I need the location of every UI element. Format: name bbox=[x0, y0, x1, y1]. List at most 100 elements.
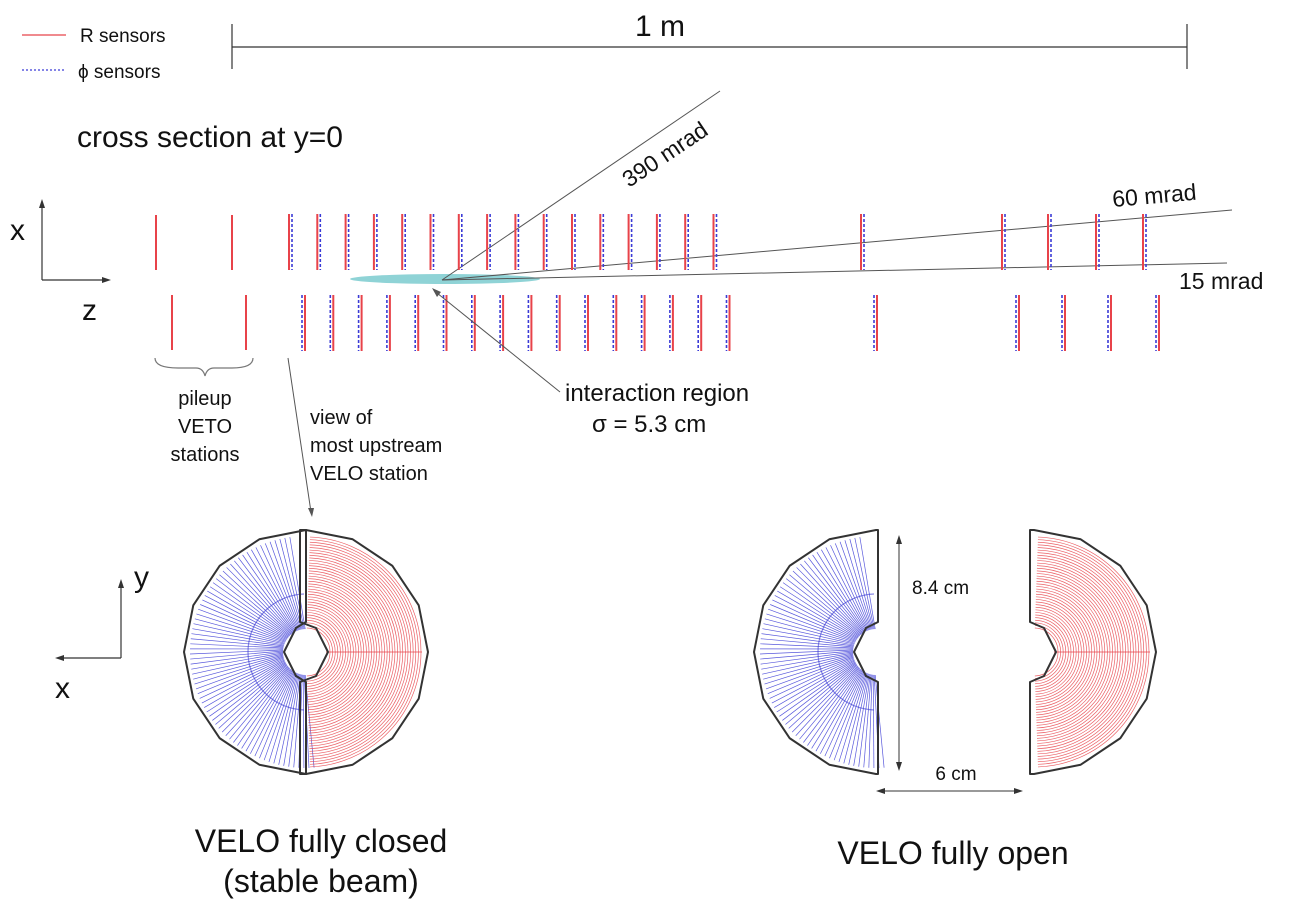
velo-station bbox=[499, 295, 505, 351]
phi-strip bbox=[233, 668, 291, 743]
phi-strip bbox=[225, 666, 289, 736]
velo-station bbox=[640, 295, 646, 351]
axis-z-label: z bbox=[82, 294, 97, 327]
pileup-label: pileup VETO stations bbox=[171, 388, 240, 466]
phi-strip bbox=[190, 638, 284, 648]
phi-strip bbox=[191, 652, 284, 670]
phi-strip bbox=[269, 541, 302, 630]
phi-strip bbox=[791, 665, 859, 733]
phi-strip bbox=[288, 674, 301, 767]
interaction-pointer-line bbox=[436, 292, 561, 393]
phi-strip bbox=[197, 657, 284, 695]
phi-inner-boundary bbox=[817, 593, 874, 711]
open-r-half bbox=[1029, 529, 1157, 775]
module-outline bbox=[753, 529, 879, 775]
phi-strip bbox=[195, 656, 284, 690]
phi-strip bbox=[782, 582, 860, 637]
phi-strip bbox=[774, 660, 855, 708]
velo-station bbox=[612, 295, 618, 351]
phi-strip bbox=[848, 673, 869, 765]
velo-station bbox=[555, 295, 561, 351]
phi-strip bbox=[830, 545, 870, 631]
velo-station bbox=[669, 295, 674, 351]
velo-station bbox=[697, 295, 703, 351]
phi-strip bbox=[246, 551, 297, 632]
velo-station bbox=[386, 295, 391, 351]
gap-label: 6 cm bbox=[935, 764, 976, 785]
phi-strip bbox=[858, 674, 871, 767]
phi-strip bbox=[770, 604, 857, 641]
phi-strip bbox=[760, 643, 854, 649]
phi-strip bbox=[283, 673, 300, 766]
phi-strip bbox=[785, 664, 857, 725]
velo-station bbox=[344, 214, 350, 270]
phi-strip bbox=[825, 547, 869, 631]
phi-strip bbox=[764, 655, 854, 685]
phi-strip bbox=[824, 671, 865, 757]
open-phi-half bbox=[753, 529, 885, 775]
phi-strip bbox=[190, 643, 284, 649]
phi-strip bbox=[204, 595, 288, 640]
phi-strip bbox=[774, 595, 858, 640]
phi-strip bbox=[196, 613, 286, 643]
phi-strip bbox=[204, 660, 285, 708]
phi-strip bbox=[764, 618, 855, 644]
upstream-pointer-line bbox=[287, 357, 312, 513]
phi-strip bbox=[777, 590, 858, 639]
caption-open: VELO fully open bbox=[837, 835, 1068, 871]
phi-strip bbox=[761, 652, 854, 670]
phi-strip bbox=[207, 590, 288, 639]
phi-strip bbox=[854, 537, 875, 630]
caption-closed-line2: (stable beam) bbox=[223, 863, 419, 899]
phi-strip bbox=[760, 651, 854, 665]
axes-bottom: y x bbox=[55, 561, 149, 705]
phi-strip bbox=[844, 540, 873, 630]
velo-station bbox=[1061, 295, 1066, 351]
phi-strip bbox=[199, 658, 285, 699]
legend: R sensors ϕ sensors bbox=[22, 26, 166, 83]
phi-strip bbox=[250, 670, 294, 754]
phi-strip bbox=[761, 633, 854, 647]
phi-strip bbox=[274, 540, 303, 630]
phi-strip bbox=[198, 608, 286, 642]
phi-strip bbox=[800, 563, 864, 634]
phi-strip bbox=[820, 670, 864, 754]
phi-strip bbox=[760, 649, 854, 655]
phi-strip bbox=[804, 560, 865, 633]
axis-x-label: x bbox=[10, 214, 25, 247]
module-outline bbox=[299, 529, 429, 775]
phi-strip bbox=[812, 554, 866, 632]
phi-strip bbox=[829, 671, 865, 759]
velo-station bbox=[301, 295, 306, 351]
module-outline bbox=[1029, 529, 1157, 775]
phi-strip bbox=[206, 661, 286, 713]
phi-strip bbox=[853, 673, 870, 766]
phi-strip bbox=[874, 674, 885, 768]
phi-strip bbox=[209, 586, 289, 638]
phi-strip bbox=[849, 538, 874, 630]
phi-strip bbox=[833, 672, 866, 761]
phi-strip bbox=[259, 671, 295, 759]
velo-station bbox=[1047, 214, 1052, 270]
phi-strip bbox=[838, 672, 867, 763]
pileup-line3: stations bbox=[171, 444, 240, 466]
velo-station bbox=[655, 214, 661, 270]
phi-strip bbox=[762, 653, 854, 675]
phi-strip bbox=[821, 549, 868, 631]
velo-station bbox=[873, 295, 878, 351]
phi-strip bbox=[190, 650, 284, 660]
phi-strip bbox=[765, 656, 854, 690]
phi-strip bbox=[192, 628, 285, 646]
phi-strip bbox=[763, 654, 854, 680]
phi-strip bbox=[834, 543, 871, 630]
phi-strip bbox=[803, 668, 861, 743]
upstream-line2: most upstream bbox=[310, 435, 442, 457]
phi-strip bbox=[788, 665, 858, 729]
upstream-pointer-arrow bbox=[308, 508, 314, 517]
phi-strip bbox=[808, 557, 865, 633]
phi-strip bbox=[215, 664, 287, 725]
phi-strip bbox=[839, 541, 872, 630]
velo-station bbox=[584, 295, 589, 351]
phi-strip bbox=[760, 650, 854, 660]
